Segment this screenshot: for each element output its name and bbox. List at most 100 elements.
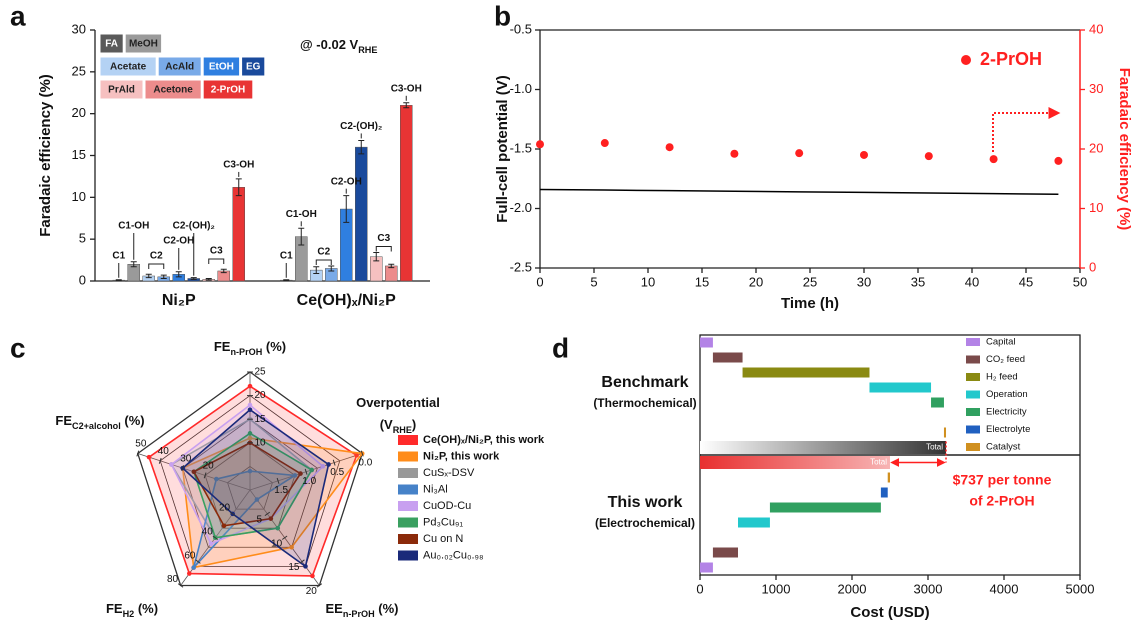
- legend-swatch: [966, 408, 980, 416]
- radar-axis-label-part: (%): [134, 601, 158, 616]
- radar-polygon: [170, 404, 325, 545]
- x-tick-label: Ni₂P: [162, 292, 196, 309]
- radar-vertex: [169, 462, 174, 467]
- legend-label: PrAld: [108, 85, 135, 96]
- bar-annotation: C1-OH: [118, 221, 149, 232]
- x-tick-label: 30: [857, 274, 871, 289]
- radar-tick-label: 1.0: [302, 476, 316, 487]
- difference-annotation: $737 per tonne: [953, 472, 1052, 488]
- legend-swatch: [99, 79, 144, 100]
- bar-annotation: C1-OH: [286, 209, 317, 220]
- radar-axis-label-part: FE: [214, 339, 231, 354]
- y2-tick-label: 20: [1089, 140, 1103, 155]
- legend-swatch: [398, 517, 418, 528]
- y2-tick-label: 0: [1089, 259, 1096, 274]
- point: [1054, 156, 1063, 165]
- cost-bar: [880, 487, 888, 498]
- radar-vertex: [289, 544, 294, 550]
- radar-axis-label-part: FE: [106, 601, 123, 616]
- x-tick-label: 50: [1073, 274, 1087, 289]
- y-axis-label: Faradaic efficiency (%): [37, 74, 54, 237]
- legend-label: 2-PrOH: [211, 85, 245, 96]
- radar-vertex: [275, 525, 281, 531]
- y2-tick-label: 10: [1089, 200, 1103, 215]
- y-tick-label: 20: [72, 105, 86, 120]
- bar-annotation: C3: [377, 233, 390, 244]
- legend-swatch: [966, 425, 980, 434]
- category-note: (Thermochemical): [593, 396, 696, 410]
- cost-bar: [931, 397, 944, 408]
- radar-axis-label-part: C2+alcohol: [72, 421, 121, 431]
- radar-tick-label: 20: [306, 586, 318, 597]
- legend-label: 2-PrOH: [980, 49, 1042, 69]
- y-tick-label: 5: [79, 231, 86, 246]
- point: [989, 155, 998, 164]
- bar-annotation: C2-(OH)₂: [173, 221, 215, 232]
- cost-bar: [700, 337, 713, 348]
- radar-axis-label-part: (%): [375, 601, 399, 616]
- point: [795, 149, 804, 158]
- radar-polygon: [192, 432, 313, 539]
- legend-label: MeOH: [129, 39, 158, 50]
- radar-ring: [159, 395, 341, 567]
- y2-tick-label: 40: [1089, 21, 1103, 36]
- error-bar: [373, 252, 380, 262]
- y-tick-label: -2.5: [510, 259, 532, 274]
- radar-tick-label: 40: [202, 526, 214, 537]
- radar-ring: [227, 465, 273, 510]
- point: [730, 149, 739, 158]
- error-bar: [115, 279, 122, 282]
- annotation-part: @ -0.02 V: [300, 37, 359, 52]
- panel-label: b: [494, 0, 511, 31]
- legend-swatch: [202, 79, 254, 100]
- radar-vertex: [354, 453, 359, 458]
- radar-axis-label-part: FE: [55, 413, 72, 428]
- x-tick-label: 15: [695, 274, 709, 289]
- legend-swatch: [202, 56, 241, 77]
- y-tick-label: 25: [72, 63, 86, 78]
- radar-tick: [332, 459, 336, 466]
- bar: [400, 105, 413, 282]
- legend-label: Electricity: [986, 407, 1027, 418]
- radar-tick-label: 20: [254, 390, 266, 401]
- legend-swatch: [241, 56, 266, 77]
- radar-tick-label: 0.0: [358, 458, 372, 469]
- legend-swatch: [398, 451, 418, 462]
- radar-tick: [229, 511, 236, 517]
- total-label: Total: [926, 443, 943, 452]
- radar-axis-label-part: H2: [123, 609, 135, 619]
- radar-axis-label: FEH2 (%): [106, 601, 158, 619]
- radar-vertex: [326, 462, 331, 467]
- radar-axis-label-part: n-PrOH: [230, 347, 262, 357]
- x-axis-label: Time (h): [781, 295, 839, 312]
- legend-marker: [961, 55, 971, 65]
- legend-swatch: [966, 355, 980, 364]
- bar: [232, 187, 245, 282]
- legend-label: Catalyst: [986, 442, 1021, 453]
- panel-label: a: [10, 0, 26, 31]
- bar-annotation: C2: [150, 251, 163, 262]
- x-tick-label: 2000: [838, 581, 867, 596]
- radar-vertex: [303, 564, 308, 569]
- x-tick-label: 0: [696, 581, 703, 596]
- difference-annotation: of 2-PrOH: [969, 493, 1034, 509]
- radar-vertex: [247, 431, 253, 436]
- error-bar: [145, 273, 152, 279]
- radar-tick-label: 15: [254, 414, 266, 425]
- legend-label: Ni₂P, this work: [423, 450, 500, 462]
- legend-label: Pd₃Cu₉₁: [423, 516, 463, 528]
- error-bar: [190, 277, 197, 280]
- radar-ring: [137, 371, 363, 587]
- bracket: [148, 263, 165, 269]
- bar-annotation: C1: [280, 251, 293, 262]
- error-bar: [283, 279, 290, 282]
- category-label: Benchmark: [601, 374, 688, 391]
- category-note: (Electrochemical): [595, 516, 695, 530]
- x-tick-label: 25: [803, 274, 817, 289]
- x-tick-label: 5: [590, 274, 597, 289]
- radar-tick: [195, 559, 201, 564]
- x-tick-label: 35: [911, 274, 925, 289]
- legend-label: H₂ feed: [986, 372, 1018, 383]
- radar-tick: [158, 457, 162, 464]
- radar-vertex: [247, 435, 253, 441]
